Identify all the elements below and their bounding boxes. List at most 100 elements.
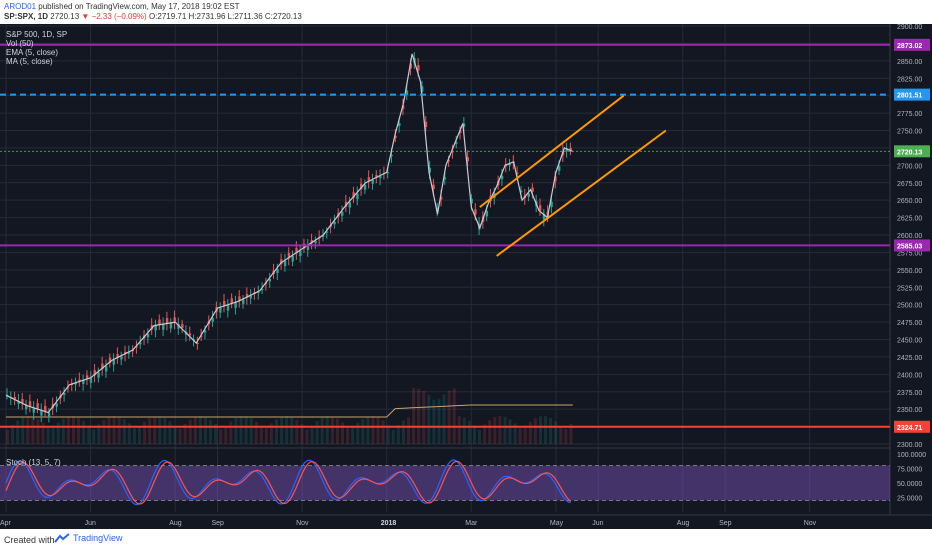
level-tag xyxy=(894,420,930,433)
author-link[interactable]: AROD01 xyxy=(4,2,37,11)
stoch-tick-label: 100.0000 xyxy=(897,452,926,459)
volume-bar xyxy=(407,417,411,444)
volume-bar xyxy=(11,424,15,444)
level-tag-label: 2585.03 xyxy=(897,243,922,250)
candle-body xyxy=(348,202,352,208)
candle-body xyxy=(310,240,313,244)
volume-bar xyxy=(61,418,65,444)
volume-bar xyxy=(503,416,507,444)
candle-body xyxy=(173,317,176,323)
volume-bar xyxy=(544,416,548,444)
x-tick-label: Jun xyxy=(592,520,603,527)
candle-body xyxy=(116,354,119,359)
chart-canvas[interactable]: 2900.002875.002850.002825.002800.002775.… xyxy=(0,24,932,529)
candle-body xyxy=(428,167,431,173)
candle-body xyxy=(558,166,561,171)
volume-bar xyxy=(112,416,116,444)
x-tick-label: Sep xyxy=(719,520,732,527)
level-tag-label: 2801.51 xyxy=(897,93,922,100)
created-with-text: Created with xyxy=(4,535,55,545)
candle-body xyxy=(249,295,253,299)
x-tick-label: May xyxy=(550,520,564,527)
publish-info: AROD01 published on TradingView.com, May… xyxy=(4,2,240,11)
volume-bar xyxy=(224,426,228,444)
volume-bar xyxy=(371,416,375,444)
volume-bar xyxy=(523,426,527,444)
volume-bar xyxy=(478,429,482,444)
volume-bar xyxy=(447,390,451,444)
candle-body xyxy=(299,250,302,257)
volume-bar xyxy=(427,394,431,444)
volume-bar xyxy=(77,417,81,444)
chart-area[interactable]: 2900.002875.002850.002825.002800.002775.… xyxy=(0,24,932,529)
candle-body xyxy=(55,403,58,407)
candle-body xyxy=(569,147,572,151)
volume-bar xyxy=(386,424,390,444)
candle-body xyxy=(158,319,161,325)
volume-bar xyxy=(102,420,106,444)
volume-bar xyxy=(488,420,492,444)
stoch-legend[interactable]: Stoch (13, 5, 7) xyxy=(6,458,61,467)
candle-body xyxy=(238,296,241,302)
volume-bar xyxy=(549,417,553,444)
volume-bar xyxy=(143,421,147,444)
y-tick-label: 2625.00 xyxy=(897,216,922,223)
tradingview-brand[interactable]: TradingView xyxy=(54,533,123,543)
volume-bar xyxy=(234,417,238,444)
candle-body xyxy=(97,372,100,378)
stoch-tick-label: 75.0000 xyxy=(897,467,922,474)
candle-body xyxy=(386,172,390,174)
candle-body xyxy=(550,201,553,208)
y-tick-label: 2375.00 xyxy=(897,390,922,397)
candle-body xyxy=(200,335,203,337)
candle-body xyxy=(455,142,458,144)
volume-bar xyxy=(209,419,213,444)
candle-body xyxy=(85,375,89,380)
volume-bar xyxy=(533,418,537,444)
volume-bar xyxy=(452,388,456,444)
stoch-tick-label: 25.0000 xyxy=(897,496,922,503)
candle-body xyxy=(474,209,477,215)
legend-volume[interactable]: Vol (50) xyxy=(6,39,34,48)
volume-bar xyxy=(462,417,466,444)
volume-bar xyxy=(92,429,96,444)
last-price-tag-label: 2720.13 xyxy=(897,149,922,156)
volume-bar xyxy=(275,419,279,444)
legend-ema[interactable]: EMA (5, close) xyxy=(6,48,59,57)
candle-body xyxy=(367,177,371,182)
volume-bar xyxy=(315,420,319,444)
candle-body xyxy=(341,211,344,216)
candle-body xyxy=(538,205,542,211)
volume-bar xyxy=(320,417,324,444)
candle-body xyxy=(447,160,451,162)
y-tick-label: 2750.00 xyxy=(897,129,922,136)
candle-body xyxy=(74,383,77,385)
legend-ma[interactable]: MA (5, close) xyxy=(6,57,53,66)
candle-body xyxy=(131,350,135,352)
stoch-k-line xyxy=(5,459,571,506)
candle-body xyxy=(375,174,378,178)
candle-body xyxy=(554,176,557,182)
tradingview-logo-icon xyxy=(54,533,70,543)
candle-body xyxy=(516,172,519,174)
volume-bar xyxy=(305,429,309,444)
candle-body xyxy=(188,333,192,336)
candle-body xyxy=(439,196,443,200)
candle-body xyxy=(63,393,66,395)
y-tick-label: 2850.00 xyxy=(897,59,922,66)
stoch-d-line xyxy=(5,460,572,505)
x-tick-label: Jun xyxy=(85,520,96,527)
volume-bar xyxy=(188,419,192,444)
y-tick-label: 2350.00 xyxy=(897,407,922,414)
candle-body xyxy=(295,247,298,254)
candle-body xyxy=(443,177,447,180)
y-tick-label: 2775.00 xyxy=(897,111,922,118)
volume-bar xyxy=(493,417,497,444)
volume-bar xyxy=(31,416,35,444)
volume-bar xyxy=(467,420,471,444)
candle-body xyxy=(379,176,382,179)
tradingview-text: TradingView xyxy=(73,533,123,543)
volume-bar xyxy=(356,422,360,444)
candle-body xyxy=(78,379,81,382)
level-tag-label: 2324.71 xyxy=(897,425,922,432)
